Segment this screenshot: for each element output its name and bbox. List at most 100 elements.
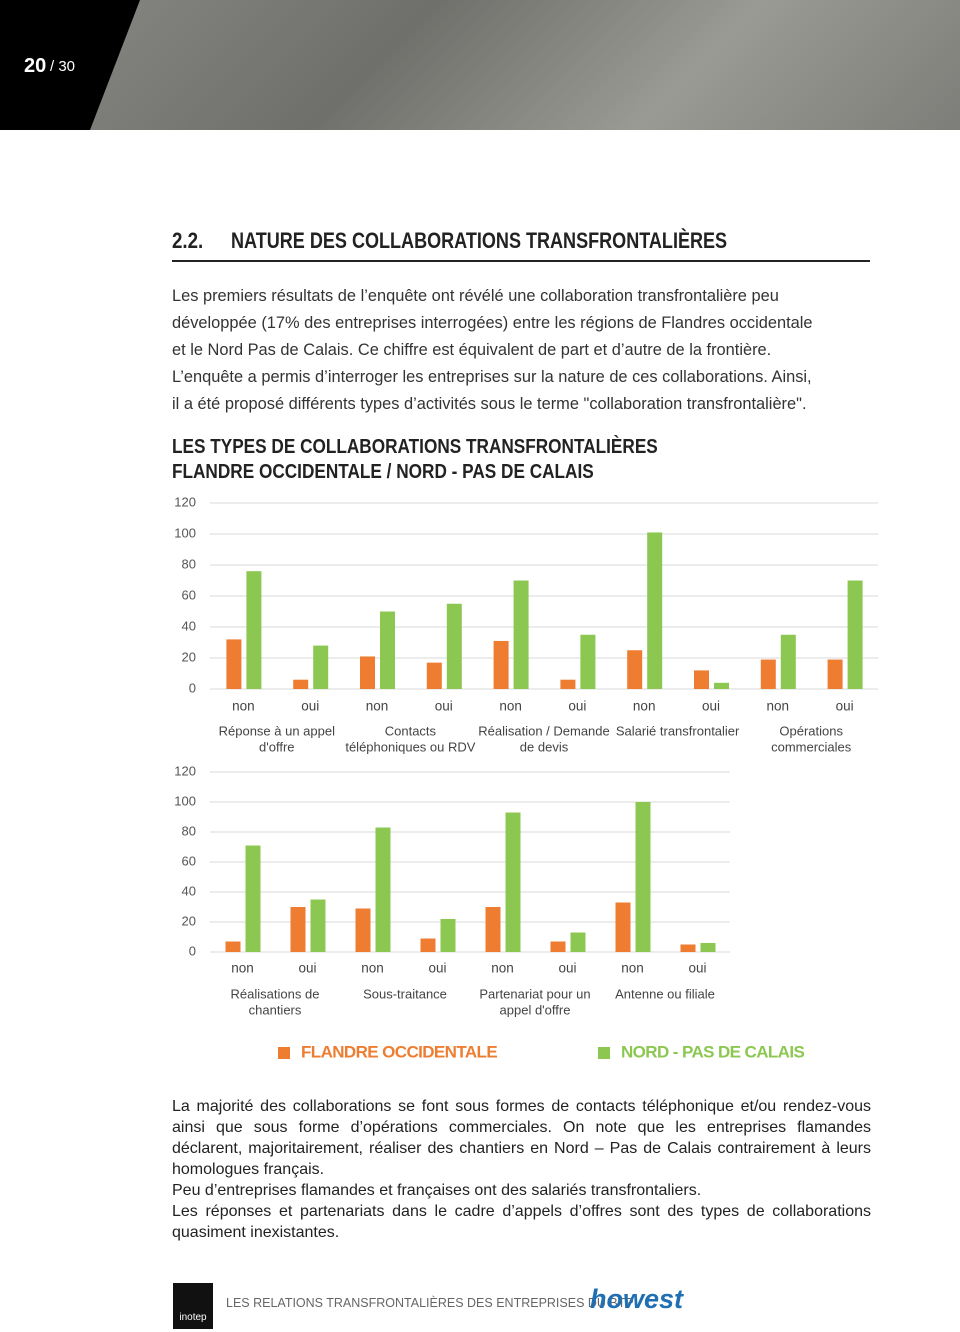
group-label: commerciales	[771, 739, 852, 754]
group-label: appel d'offre	[500, 1002, 571, 1017]
y-tick-label: 80	[182, 556, 196, 571]
chart-title: LES TYPES DE COLLABORATIONS TRANSFRONTAL…	[172, 436, 658, 458]
bar	[694, 670, 709, 689]
bar	[225, 941, 241, 952]
section-number: 2.2.	[172, 228, 204, 253]
group-label: Contacts	[385, 723, 437, 738]
x-tick-label: oui	[702, 699, 720, 714]
bar	[380, 611, 395, 689]
bar	[485, 907, 501, 952]
group-label: téléphoniques ou RDV	[345, 739, 475, 754]
section-title: NATURE DES COLLABORATIONS TRANSFRONTALIÈ…	[231, 228, 728, 253]
x-tick-label: non	[232, 699, 255, 714]
bar	[627, 650, 643, 689]
x-tick-label: oui	[298, 961, 316, 976]
chart-subtitle: FLANDRE OCCIDENTALE / NORD - PAS DE CALA…	[172, 461, 594, 483]
group-label: Réalisation / Demande	[478, 723, 610, 738]
page-number: 20	[24, 55, 47, 77]
legend-swatch	[278, 1047, 290, 1059]
bar	[420, 938, 436, 952]
bar	[440, 919, 456, 952]
x-tick-label: oui	[568, 699, 586, 714]
paragraph: Peu d’entreprises flamandes et française…	[172, 1182, 702, 1199]
x-tick-label: oui	[836, 699, 854, 714]
bar	[615, 902, 631, 952]
bar	[847, 580, 863, 689]
group-label: d'offre	[259, 739, 295, 754]
legend-label: NORD - PAS DE CALAIS	[621, 1042, 804, 1061]
bar	[313, 645, 329, 689]
x-tick-label: oui	[435, 699, 453, 714]
group-label: Réponse à un appel	[219, 723, 335, 738]
bar	[635, 802, 651, 952]
y-tick-label: 60	[182, 587, 196, 602]
bar	[446, 603, 462, 689]
bar	[293, 679, 309, 689]
bar	[513, 580, 529, 689]
conclusion: La majorité des collaborations se font s…	[172, 1096, 871, 1243]
page-total: / 30	[50, 58, 76, 75]
group-label: Salarié transfrontalier	[616, 723, 740, 738]
x-tick-label: non	[361, 961, 384, 976]
x-tick-label: non	[366, 699, 389, 714]
x-tick-label: oui	[688, 961, 706, 976]
x-tick-label: non	[621, 961, 644, 976]
group-label: Réalisations de	[231, 986, 320, 1001]
bar	[493, 640, 509, 689]
y-tick-label: 20	[182, 649, 196, 664]
legend-swatch	[598, 1047, 610, 1059]
y-tick-label: 100	[174, 525, 196, 540]
y-tick-label: 0	[189, 680, 196, 695]
intro-line: il a été proposé différents types d’acti…	[172, 395, 807, 413]
x-tick-label: non	[767, 699, 790, 714]
x-tick-label: non	[499, 699, 522, 714]
y-tick-label: 60	[182, 853, 196, 868]
group-label: Partenariat pour un	[479, 986, 590, 1001]
y-tick-label: 120	[174, 763, 196, 778]
legend-label: FLANDRE OCCIDENTALE	[301, 1042, 497, 1061]
bar	[290, 907, 306, 952]
bar	[550, 941, 566, 952]
bar	[760, 659, 776, 689]
logo-howest: howest	[590, 1284, 684, 1314]
header-image	[0, 0, 960, 130]
group-label: Opérations	[779, 723, 843, 738]
intro-line: Les premiers résultats de l’enquête ont …	[172, 287, 779, 305]
y-tick-label: 20	[182, 913, 196, 928]
bar	[310, 899, 326, 952]
bar	[505, 812, 521, 952]
bar	[680, 944, 696, 952]
y-tick-label: 100	[174, 793, 196, 808]
intro-line: L’enquête a permis d’interroger les entr…	[172, 368, 812, 386]
y-tick-label: 80	[182, 823, 196, 838]
y-tick-label: 40	[182, 618, 196, 633]
x-tick-label: non	[491, 961, 514, 976]
y-tick-label: 120	[174, 494, 196, 509]
bar	[580, 634, 596, 689]
bar	[780, 634, 796, 689]
intro-line: et le Nord Pas de Calais. Ce chiffre est…	[172, 341, 772, 359]
rule	[172, 260, 870, 262]
intro-line: développée (17% des entreprises interrog…	[172, 314, 813, 332]
x-tick-label: oui	[428, 961, 446, 976]
group-label: de devis	[520, 739, 569, 754]
x-tick-label: non	[231, 961, 254, 976]
bar	[355, 908, 371, 952]
bar	[570, 932, 586, 952]
bar	[226, 639, 242, 689]
bar	[426, 662, 442, 689]
charts: 0 20 40 60 80 100 120 non oui non oui non oui non oui n…	[174, 494, 878, 1061]
paragraph: Les réponses et partenariats dans le cad…	[172, 1203, 871, 1241]
bar	[827, 659, 843, 689]
intro: Les premiers résultats de l’enquête ont …	[172, 283, 813, 418]
group-label: Antenne ou filiale	[615, 986, 715, 1001]
x-tick-label: non	[633, 699, 656, 714]
x-tick-label: oui	[558, 961, 576, 976]
bar	[560, 679, 576, 689]
y-tick-label: 40	[182, 883, 196, 898]
bar	[700, 943, 716, 952]
x-tick-label: oui	[301, 699, 319, 714]
bar	[647, 532, 663, 689]
logo-inotep: inotep	[173, 1283, 213, 1329]
